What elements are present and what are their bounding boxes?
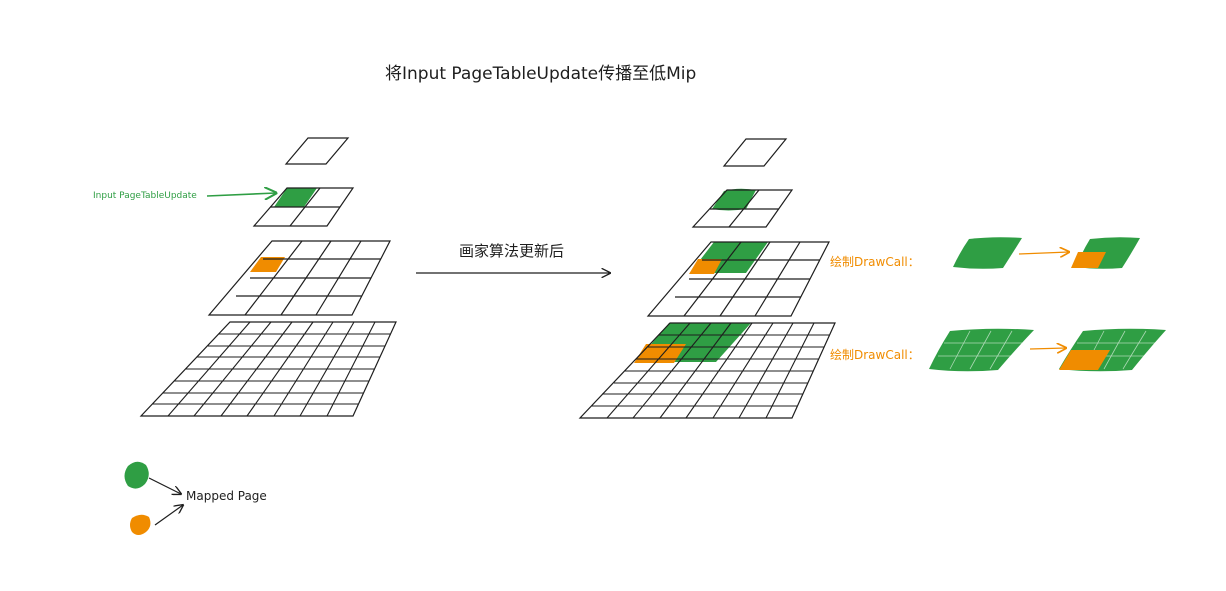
input-update-label: Input PageTableUpdate: [93, 191, 197, 201]
drawcall-1-arrow: [1018, 252, 1069, 254]
left-mip0-grid: [284, 137, 350, 165]
right-mip3-orange-cells: [634, 344, 686, 363]
drawcall-label-1: 绘制DrawCall：: [830, 254, 920, 269]
right-mip2-orange-cell: [689, 259, 722, 274]
drawcall-2-source-seams: [938, 330, 1026, 370]
diagram-title: 将Input PageTableUpdate传播至低Mip: [385, 64, 696, 84]
right-mip-stack: [578, 138, 836, 419]
drawcall-1-result-orange: [1071, 252, 1106, 268]
left-mip-stack: [139, 137, 397, 417]
legend-mapped-page-label: Mapped Page: [186, 489, 267, 503]
left-mip2-orange-cell: [250, 257, 285, 272]
right-mip3-grid: [578, 322, 836, 419]
right-mip2-grid: [646, 241, 830, 317]
left-mip1-grid: [252, 187, 355, 227]
right-mip1-grid: [691, 188, 794, 228]
legend-orange-arrow: [154, 505, 183, 526]
legend: Mapped Page: [124, 461, 267, 535]
drawcall-2-result-orange: [1059, 350, 1110, 370]
algorithm-label: 画家算法更新后: [459, 242, 564, 260]
drawcall-label-2: 绘制DrawCall：: [830, 347, 920, 362]
drawcall-2-arrow: [1029, 348, 1066, 349]
input-update-arrow: [206, 193, 276, 196]
drawcall-2-source-tiles: [929, 328, 1034, 372]
legend-orange-blob: [130, 514, 151, 535]
right-mip0-grid: [722, 138, 788, 167]
drawcall-1-source-tile: [953, 237, 1022, 269]
left-mip2-grid: [207, 240, 391, 316]
drawcall-row-2: 绘制DrawCall：: [830, 328, 1166, 372]
left-mip3-grid: [139, 321, 397, 417]
left-mip1-green-cell: [274, 188, 317, 207]
legend-green-blob: [124, 461, 149, 489]
legend-green-arrow: [148, 477, 181, 494]
drawcall-row-1: 绘制DrawCall：: [830, 237, 1140, 269]
